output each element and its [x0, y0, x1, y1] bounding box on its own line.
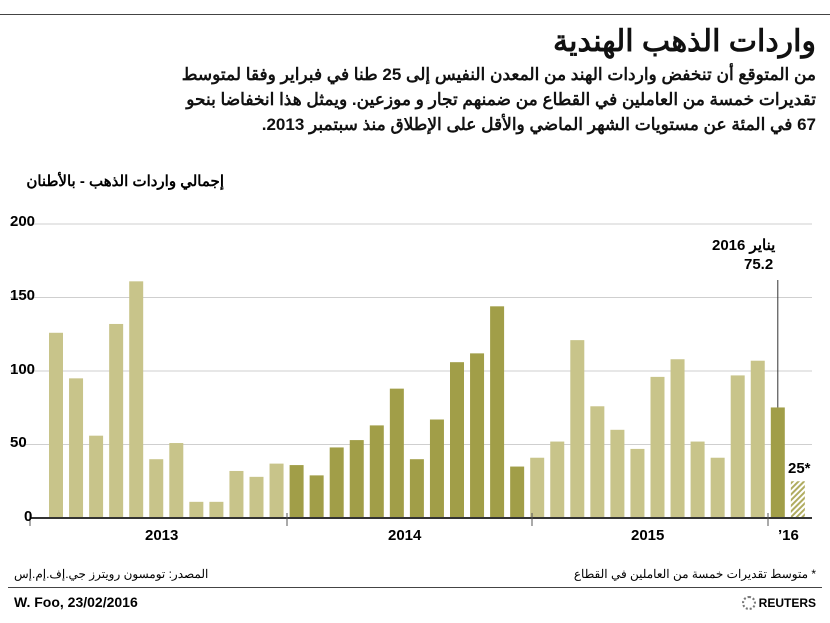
- bar: [710, 457, 725, 518]
- chart-subtitle: من المتوقع أن تنخفض واردات الهند من المع…: [181, 65, 816, 134]
- y-tick-label: 0: [24, 508, 33, 525]
- bar: [189, 501, 204, 518]
- bar: [89, 435, 104, 518]
- bar: [450, 362, 464, 518]
- bar: [770, 407, 785, 518]
- bar: [790, 481, 805, 518]
- bar: [670, 359, 685, 518]
- bar: [169, 443, 184, 518]
- bar: [309, 475, 324, 518]
- chart-title: واردات الذهب الهندية: [553, 25, 816, 58]
- bar: [269, 463, 284, 518]
- bar: [730, 375, 745, 518]
- bar: [329, 447, 344, 518]
- y-tick-label: 150: [10, 287, 36, 304]
- bar: [409, 459, 424, 518]
- y-tick-label: 200: [10, 213, 36, 230]
- bar: [429, 419, 444, 518]
- bar: [209, 501, 224, 518]
- annotation-feb-value: 25*: [788, 460, 811, 477]
- bar: [650, 376, 665, 518]
- bar: [610, 429, 625, 518]
- bar: [590, 406, 605, 518]
- bar: [630, 448, 645, 518]
- y-tick-label: 50: [10, 434, 27, 451]
- bar: [149, 459, 164, 518]
- brand: REUTERS: [758, 596, 816, 610]
- bar: [69, 378, 84, 518]
- bar: [530, 457, 545, 518]
- bar: [570, 340, 585, 518]
- annotation-jan-2016: يناير 2016: [712, 237, 776, 254]
- top-rule: [0, 14, 830, 15]
- bar: [690, 441, 705, 518]
- bar: [289, 465, 304, 518]
- bar: [229, 470, 244, 518]
- bar: [550, 441, 565, 518]
- y-axis-label: إجمالي واردات الذهب - بالأطنان: [26, 173, 224, 190]
- bar: [490, 306, 505, 518]
- y-tick-label: 100: [10, 361, 36, 378]
- x-year-label: 2014: [388, 527, 422, 544]
- bar: [369, 425, 384, 518]
- bottom-rule: [8, 587, 822, 588]
- x-year-label: ’16: [778, 527, 799, 544]
- x-year-label: 2013: [145, 527, 179, 544]
- bar: [49, 332, 63, 518]
- bar: [389, 388, 404, 518]
- reuters-logo-icon: [741, 596, 756, 610]
- bar: [129, 281, 144, 518]
- reuters-logo: REUTERS: [741, 596, 816, 610]
- bar: [109, 323, 124, 518]
- bar: [470, 353, 485, 518]
- annotation-jan-value: 75.2: [744, 256, 774, 273]
- credit: W. Foo, 23/02/2016: [14, 594, 138, 610]
- source: المصدر: تومسون رويترز جي.إف.إم.إس: [14, 567, 209, 581]
- bar: [349, 440, 364, 518]
- bar: [510, 466, 525, 518]
- bar: [249, 476, 264, 518]
- x-year-label: 2015: [631, 527, 665, 544]
- footnote: * متوسط تقديرات خمسة من العاملين في القط…: [573, 567, 816, 581]
- bar-chart: [10, 223, 812, 526]
- bar: [750, 360, 765, 518]
